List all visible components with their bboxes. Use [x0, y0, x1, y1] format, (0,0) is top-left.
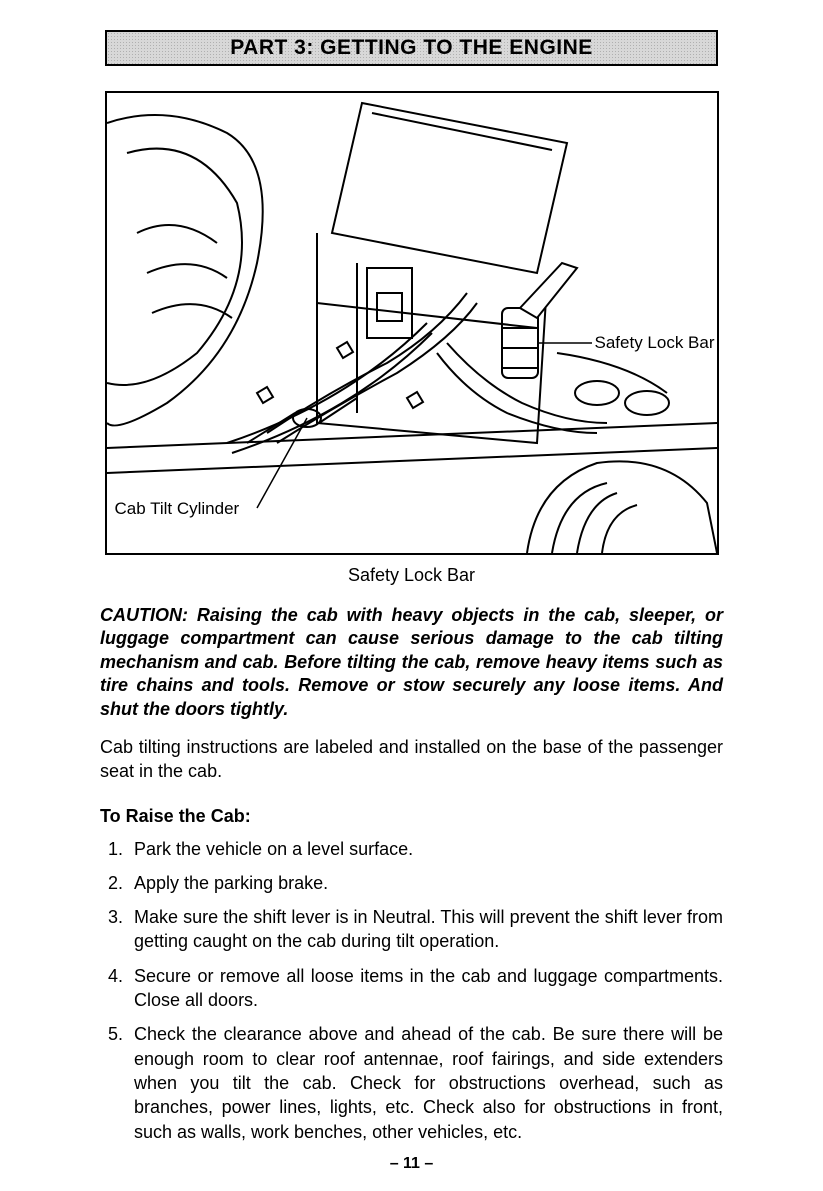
step-item: Check the clearance above and ahead of t…: [128, 1022, 723, 1143]
step-item: Apply the parking brake.: [128, 871, 723, 895]
part-header: PART 3: GETTING TO THE ENGINE: [105, 30, 718, 66]
label-cab-tilt-cylinder: Cab Tilt Cylinder: [113, 499, 242, 519]
step-item: Park the vehicle on a level surface.: [128, 837, 723, 861]
intro-paragraph: Cab tilting instructions are labeled and…: [100, 735, 723, 784]
caution-block: CAUTION: Raising the cab with heavy obje…: [100, 604, 723, 721]
page: PART 3: GETTING TO THE ENGINE: [0, 0, 823, 1191]
section-heading: To Raise the Cab:: [100, 806, 723, 827]
page-number: – 11 –: [0, 1155, 823, 1173]
step-item: Make sure the shift lever is in Neutral.…: [128, 905, 723, 954]
caution-text: Raising the cab with heavy objects in th…: [100, 605, 723, 719]
steps-list: Park the vehicle on a level surface. App…: [100, 837, 723, 1144]
label-safety-lock-bar: Safety Lock Bar: [593, 333, 717, 353]
figure-caption: Safety Lock Bar: [50, 565, 773, 586]
caution-prefix: CAUTION:: [100, 605, 188, 625]
figure-box: Safety Lock Bar Cab Tilt Cylinder: [105, 91, 719, 555]
engine-diagram: [107, 93, 717, 553]
step-item: Secure or remove all loose items in the …: [128, 964, 723, 1013]
